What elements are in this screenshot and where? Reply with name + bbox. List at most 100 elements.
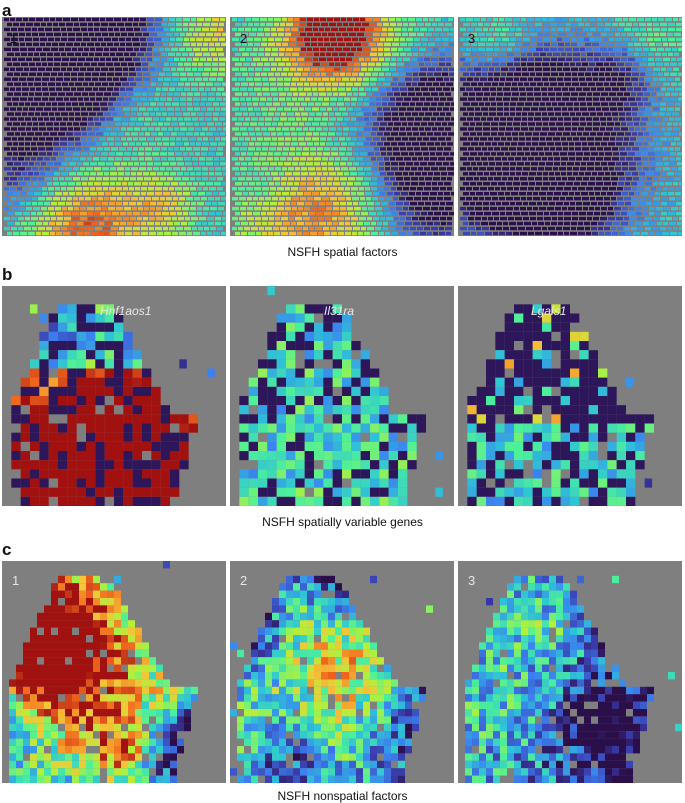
factor-cell: [192, 157, 198, 161]
gene-cell: [267, 460, 277, 470]
gene-cell: [248, 377, 258, 387]
factor-cell: [609, 37, 614, 42]
factor-cell: [343, 192, 350, 196]
factor-cell: [526, 226, 533, 231]
factor-cell: [547, 142, 554, 146]
factor-cell: [118, 132, 124, 136]
factor-cell: [676, 196, 682, 201]
factor-cell: [249, 112, 255, 116]
factor-cell: [489, 112, 496, 116]
factor-cell: [209, 77, 216, 81]
factor-cell: [485, 231, 492, 236]
gene-cell: [48, 469, 58, 479]
factor-cell: [535, 97, 541, 101]
factor-cell: [221, 196, 226, 201]
factor-cell: [46, 122, 53, 126]
factor-cell: [328, 32, 335, 37]
factor-cell: [241, 82, 248, 86]
factor-cell: [468, 127, 474, 131]
factor-cell: [265, 32, 270, 37]
gene-cell: [560, 313, 570, 323]
factor-cell: [460, 127, 467, 131]
gene-cell: [86, 451, 96, 461]
factor-cell: [446, 137, 451, 141]
factor-cell: [660, 216, 665, 221]
factor-cell: [318, 216, 324, 221]
factor-cell: [373, 192, 379, 196]
gene-cell: [607, 405, 617, 415]
factor-cell: [139, 107, 146, 111]
factor-cell: [639, 77, 644, 81]
factor-cell: [289, 216, 294, 221]
factor-cell: [391, 231, 398, 236]
factor-cell: [74, 92, 81, 96]
factor-cell: [424, 102, 430, 106]
gene-cell: [114, 359, 124, 369]
factor-cell: [506, 22, 512, 27]
factor-cell: [25, 27, 31, 32]
factor-cell: [499, 82, 504, 86]
factor-cell: [440, 112, 445, 116]
gene-cell: [123, 478, 133, 488]
factor-cell: [325, 82, 331, 86]
factor-cell: [519, 137, 525, 141]
factor-cell: [86, 17, 91, 22]
factor-cell: [656, 206, 663, 211]
factor-cell: [629, 167, 636, 171]
factor-cell: [542, 112, 547, 116]
factor-cell: [557, 62, 563, 66]
factor-cell: [44, 117, 49, 121]
factor-cell: [351, 221, 356, 226]
factor-cell: [18, 216, 24, 221]
gene-cell: [86, 487, 96, 497]
gene-cell: [323, 304, 333, 314]
factor-cell: [516, 167, 522, 171]
factor-cell: [74, 206, 79, 211]
factor-cell: [478, 82, 483, 86]
factor-cell: [362, 42, 368, 47]
gene-cell: [39, 441, 49, 451]
factor-cell: [141, 192, 146, 196]
factor-cell: [471, 82, 477, 86]
gene-cell: [304, 496, 314, 506]
gene-cell: [579, 414, 589, 424]
factor-cell: [80, 22, 87, 27]
factor-cell: [19, 37, 24, 42]
factor-cell: [76, 147, 82, 151]
factor-cell: [85, 196, 91, 201]
gene-cell: [467, 396, 477, 406]
factor-cell: [109, 187, 115, 191]
factor-cell: [346, 57, 352, 61]
gene-cell: [114, 377, 124, 387]
factor-cell: [137, 112, 142, 116]
gene-cell: [532, 331, 542, 341]
factor-cell: [404, 97, 411, 101]
factor-cell: [495, 167, 501, 171]
factor-cell: [446, 52, 452, 57]
factor-cell: [446, 62, 451, 66]
factor-cell: [61, 196, 66, 201]
factor-cell: [128, 182, 133, 186]
factor-cell: [232, 157, 238, 161]
factor-cell: [42, 77, 49, 81]
factor-cell: [77, 172, 83, 176]
factor-cell: [210, 72, 217, 76]
factor-cell: [444, 147, 451, 151]
factor-cell: [330, 102, 336, 106]
factor-cell: [205, 87, 210, 91]
factor-cell: [306, 132, 312, 136]
factor-cell: [412, 67, 419, 71]
factor-cell: [80, 167, 85, 171]
factor-cell: [31, 102, 38, 106]
gene-cell: [104, 451, 114, 461]
factor-cell: [304, 82, 309, 86]
factor-cell: [205, 17, 211, 22]
factor-cell: [290, 37, 296, 42]
factor-cell: [301, 177, 306, 181]
factor-cell: [44, 17, 49, 22]
factor-cell: [179, 122, 185, 126]
factor-cell: [431, 92, 438, 96]
factor-cell: [479, 167, 486, 171]
factor-cell: [438, 102, 444, 106]
gene-cell: [39, 460, 49, 470]
